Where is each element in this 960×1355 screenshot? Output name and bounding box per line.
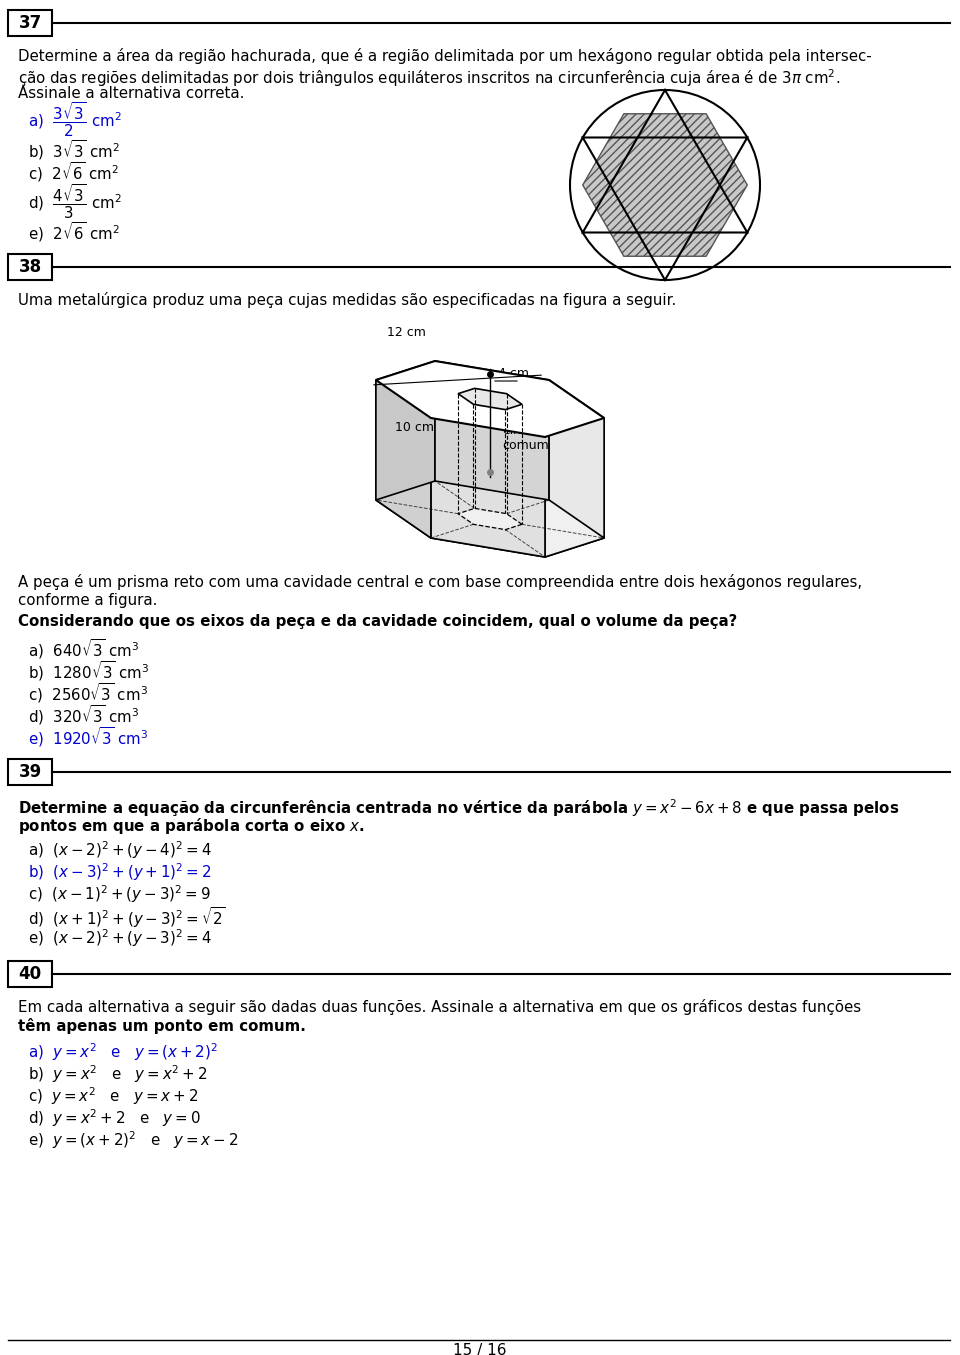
Text: e)  $1920\sqrt{3}$ cm$^3$: e) $1920\sqrt{3}$ cm$^3$ [28,725,149,749]
Polygon shape [583,114,747,256]
Text: 38: 38 [18,257,41,276]
Text: 12 cm: 12 cm [387,327,426,339]
Text: d)  $(x+1)^2 + (y-3)^2 = \sqrt{2}$: d) $(x+1)^2 + (y-3)^2 = \sqrt{2}$ [28,905,226,930]
Text: Em cada alternativa a seguir são dadas duas funções. Assinale a alternativa em q: Em cada alternativa a seguir são dadas d… [18,999,861,1015]
Polygon shape [376,481,604,557]
Text: b)  $y = x^2$   e   $y = x^2 + 2$: b) $y = x^2$ e $y = x^2 + 2$ [28,1064,207,1085]
Bar [8,759,52,785]
Text: a)  $\dfrac{3\sqrt{3}}{2}$ cm$^2$: a) $\dfrac{3\sqrt{3}}{2}$ cm$^2$ [28,100,122,138]
Bar [8,961,52,986]
Polygon shape [458,389,522,409]
Text: 10 cm: 10 cm [395,421,434,434]
Text: a)  $y = x^2$   e   $y = (x+2)^2$: a) $y = x^2$ e $y = (x+2)^2$ [28,1041,218,1062]
Polygon shape [376,379,431,538]
Text: b)  $3\sqrt{3}$ cm$^2$: b) $3\sqrt{3}$ cm$^2$ [28,138,120,161]
Text: 4 cm: 4 cm [498,367,529,379]
Polygon shape [376,360,604,438]
Text: d)  $y = x^2 + 2$   e   $y = 0$: d) $y = x^2 + 2$ e $y = 0$ [28,1107,201,1129]
Text: pontos em que a parábola corta o eixo $x$.: pontos em que a parábola corta o eixo $x… [18,816,365,836]
Text: 40: 40 [18,965,41,982]
Text: a)  $640\sqrt{3}$ cm$^3$: a) $640\sqrt{3}$ cm$^3$ [28,637,139,661]
Text: 39: 39 [18,763,41,780]
Circle shape [570,89,760,280]
Polygon shape [549,379,604,538]
Text: e)  $y = (x+2)^2$   e   $y = x - 2$: e) $y = (x+2)^2$ e $y = x - 2$ [28,1129,238,1150]
Text: Assinale a alternativa correta.: Assinale a alternativa correta. [18,85,245,102]
Text: 37: 37 [18,14,41,33]
Text: têm apenas um ponto em comum.: têm apenas um ponto em comum. [18,1018,306,1034]
Text: Uma metalúrgica produz uma peça cujas medidas são especificadas na figura a segu: Uma metalúrgica produz uma peça cujas me… [18,291,676,308]
Bar [8,9,52,37]
Polygon shape [431,417,545,557]
Text: conforme a figura.: conforme a figura. [18,593,157,608]
Polygon shape [376,360,435,500]
Text: b)  $(x-3)^2 + (y+1)^2 = 2$: b) $(x-3)^2 + (y+1)^2 = 2$ [28,860,211,882]
Text: e)  $2\sqrt{6}$ cm$^2$: e) $2\sqrt{6}$ cm$^2$ [28,220,120,244]
Text: a)  $(x-2)^2 + (y-4)^2 = 4$: a) $(x-2)^2 + (y-4)^2 = 4$ [28,839,211,860]
Text: A peça é um prisma reto com uma cavidade central e com base compreendida entre d: A peça é um prisma reto com uma cavidade… [18,575,862,589]
Text: 15 / 16: 15 / 16 [453,1343,507,1355]
Text: Determine a área da região hachurada, que é a região delimitada por um hexágono : Determine a área da região hachurada, qu… [18,47,872,64]
Polygon shape [545,417,604,557]
Text: e)  $(x-2)^2 + (y-3)^2 = 4$: e) $(x-2)^2 + (y-3)^2 = 4$ [28,927,212,948]
Text: d)  $320\sqrt{3}$ cm$^3$: d) $320\sqrt{3}$ cm$^3$ [28,703,139,726]
Text: eixo
comum: eixo comum [502,424,549,453]
Text: d)  $\dfrac{4\sqrt{3}}{3}$ cm$^2$: d) $\dfrac{4\sqrt{3}}{3}$ cm$^2$ [28,182,122,221]
Text: ção das regiões delimitadas por dois triângulos equiláteros inscritos na circunf: ção das regiões delimitadas por dois tri… [18,66,840,88]
Text: c)  $2\sqrt{6}$ cm$^2$: c) $2\sqrt{6}$ cm$^2$ [28,160,119,184]
Text: Determine a equação da circunferência centrada no vértice da parábola $y = x^2 -: Determine a equação da circunferência ce… [18,797,900,818]
Text: b)  $1280\sqrt{3}$ cm$^3$: b) $1280\sqrt{3}$ cm$^3$ [28,659,149,683]
Text: Considerando que os eixos da peça e da cavidade coincidem, qual o volume da peça: Considerando que os eixos da peça e da c… [18,614,737,629]
Text: c)  $2560\sqrt{3}$ cm$^3$: c) $2560\sqrt{3}$ cm$^3$ [28,682,148,705]
Polygon shape [458,508,522,530]
Text: c)  $y = x^2$   e   $y = x + 2$: c) $y = x^2$ e $y = x + 2$ [28,1085,198,1107]
Bar [8,253,52,280]
Text: c)  $(x-1)^2 + (y-3)^2 = 9$: c) $(x-1)^2 + (y-3)^2 = 9$ [28,883,210,905]
Polygon shape [435,360,549,500]
